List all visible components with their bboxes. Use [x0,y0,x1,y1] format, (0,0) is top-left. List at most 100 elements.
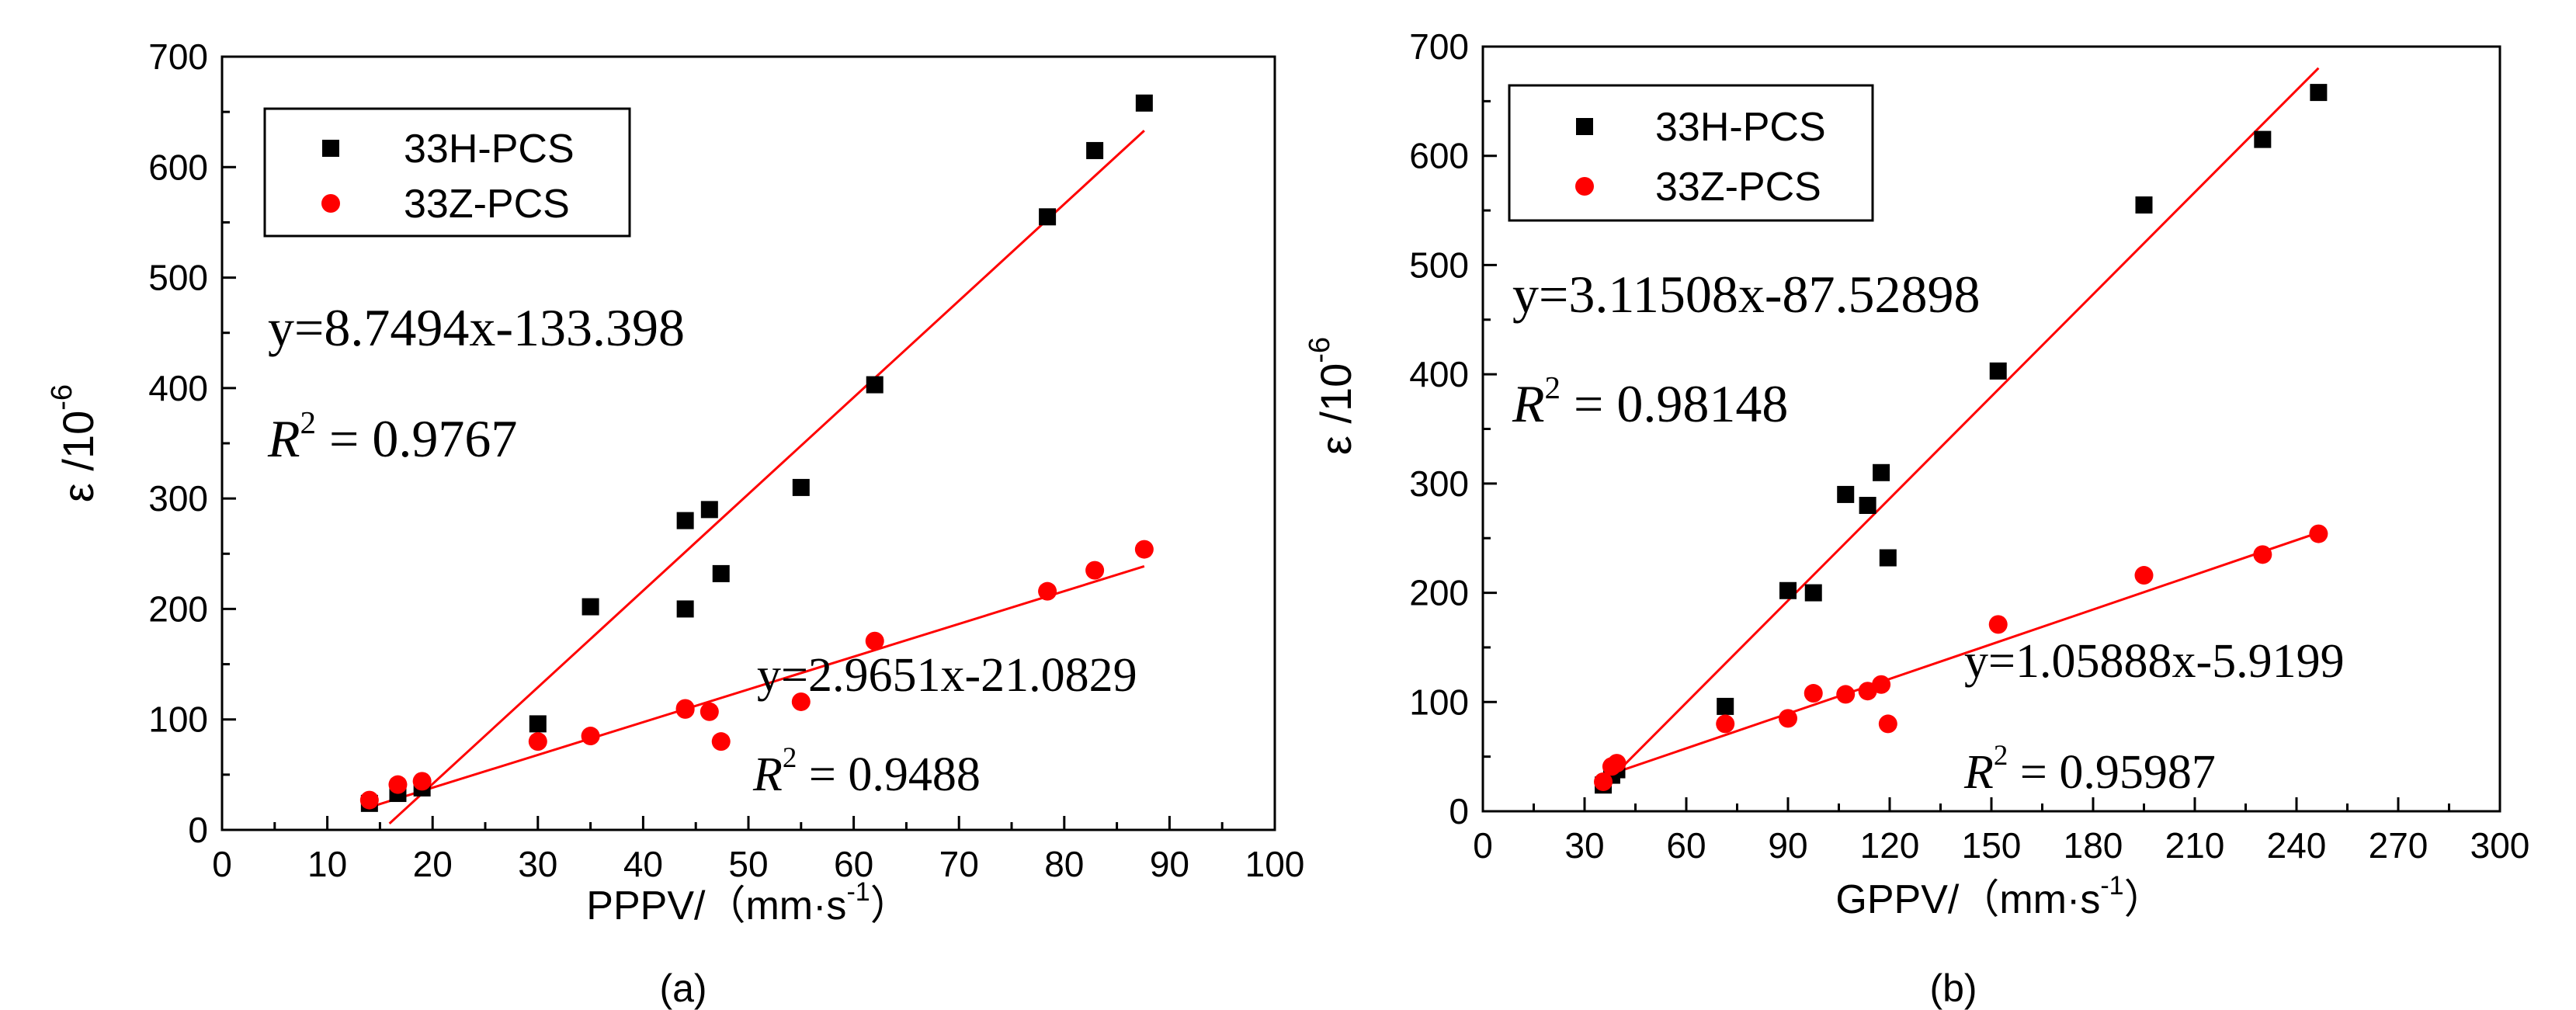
y-axis-title-superscript: -6 [1304,337,1336,363]
r-squared-z: R2 = 0.95987 [1963,740,2216,799]
data-point-33h-pcs-12 [1086,141,1104,159]
data-point-33h-pcs-6 [1837,485,1855,503]
chart-panel-1: 0 10 20 30 40 50 60 70 80 90 100 0 100 200 300 400 500 60… [46,36,1304,1010]
legend-label-33z-pcs: 33Z-PCS [1655,165,1821,210]
legend-marker-33h-pcs [322,140,339,157]
data-point-33h-pcs-12 [2254,130,2272,148]
data-point-33z-pcs-8 [1872,675,1891,694]
x-tick-label: 30 [1564,825,1604,866]
data-point-33z-pcs-12 [1085,561,1105,580]
r-squared-value: = 0.9767 [316,409,517,468]
data-point-33z-pcs-8 [711,732,731,751]
data-point-33h-pcs-13 [2310,84,2328,102]
x-axis-title-close: ） [870,883,911,928]
data-point-33h-pcs-11 [1039,208,1057,226]
data-point-33h-pcs-5 [1804,584,1822,602]
r-squared-h: R2 = 0.98148 [1512,370,1788,433]
x-tick-label: 80 [1044,844,1084,884]
r-squared-symbol: R [1963,746,1994,799]
data-point-33z-pcs-2 [412,772,432,791]
data-point-33h-pcs-6 [676,600,694,618]
x-tick-label: 60 [834,844,873,884]
data-point-33z-pcs-13 [2309,524,2328,543]
legend-box [1508,84,1874,222]
data-point-33z-pcs-6 [1836,685,1856,704]
y-axis-title-text: ε /10 [1311,363,1360,455]
y-tick-label: 400 [148,368,208,408]
data-point-33h-pcs-10 [866,376,884,394]
x-tick-label: 240 [2267,825,2327,866]
data-point-33h-pcs-13 [1135,94,1153,112]
x-tick-label: 150 [1962,825,2022,866]
data-point-33z-pcs-13 [1134,540,1154,559]
panel-caption: (b) [1929,967,1977,1010]
r-squared-h: R2 = 0.9767 [267,404,517,468]
data-point-33z-pcs-9 [791,692,811,711]
data-point-33z-pcs-1 [388,775,408,794]
y-axis-title-superscript: -6 [46,384,78,411]
x-axis-title-text: GPPV/（mm·s [1835,877,2100,922]
data-point-33h-pcs-4 [582,598,599,616]
fit-line-33h-pcs [388,130,1145,824]
x-axis-title: GPPV/（mm·s-1） [1835,871,2164,922]
y-tick-label: 200 [1409,573,1469,613]
fit-equation-h: y=3.11508x-87.52898 [1512,265,1980,324]
y-tick-label: 700 [148,36,208,77]
x-axis-title-superscript: -1 [846,877,870,907]
x-tick-label: 300 [2470,825,2530,866]
x-tick-label: 0 [1473,825,1493,866]
x-tick-label: 180 [2064,825,2123,866]
data-point-33z-pcs-9 [1878,714,1897,734]
data-point-33h-pcs-8 [712,564,730,582]
y-tick-label: 0 [188,810,208,850]
data-point-33z-pcs-10 [865,631,884,651]
y-axis-title-text: ε /10 [54,411,102,502]
y-tick-label: 300 [148,478,208,519]
data-point-33z-pcs-3 [528,732,547,751]
r-squared-symbol: R [1512,374,1545,433]
fit-line-33z-pcs [1602,531,2319,778]
chart-panel-2: 0 30 60 90 120 150 180 210 240 270 300 0 100 200 300 40… [1304,26,2529,1010]
legend-label-33h-pcs: 33H-PCS [1655,105,1826,150]
data-point-33h-pcs-4 [1779,581,1797,599]
x-tick-label: 0 [212,844,232,884]
legend-label-33h-pcs: 33H-PCS [404,127,575,172]
r-squared-symbol: R [752,748,783,801]
x-axis-title-text: PPPV/（mm·s [586,883,846,928]
data-point-33h-pcs-3 [1717,697,1734,715]
fit-line-33h-pcs [1602,67,2320,787]
y-tick-label: 600 [1409,136,1469,176]
data-point-33z-pcs-3 [1716,714,1735,734]
data-point-33h-pcs-7 [700,501,718,519]
x-axis-title: PPPV/（mm·s-1） [586,877,910,928]
data-point-33z-pcs-0 [359,790,379,810]
legend-marker-33z-pcs [1575,177,1594,196]
x-tick-label: 270 [2369,825,2428,866]
data-point-33z-pcs-6 [675,699,695,719]
data-point-33z-pcs-11 [1038,581,1057,601]
data-point-33h-pcs-5 [676,512,694,529]
r-squared-value: = 0.95987 [2008,746,2215,799]
data-point-33h-pcs-9 [792,478,810,496]
x-tick-label: 120 [1860,825,1920,866]
panel-caption: (a) [659,967,706,1010]
y-tick-label: 500 [148,258,208,298]
data-point-33z-pcs-2 [1607,754,1626,773]
fit-equation-z: y=2.9651x-21.0829 [757,649,1137,702]
x-tick-label: 90 [1150,844,1189,884]
fit-equation-h: y=8.7494x-133.398 [268,298,685,357]
y-tick-label: 400 [1409,354,1469,394]
data-point-33h-pcs-10 [1989,362,2007,380]
data-point-33h-pcs-9 [1879,549,1897,567]
x-tick-label: 40 [623,844,663,884]
data-point-33z-pcs-10 [1988,615,2008,634]
r-squared-value: = 0.9488 [797,748,980,801]
legend-label-33z-pcs: 33Z-PCS [404,182,570,227]
legend-box [263,107,631,238]
data-point-33z-pcs-7 [700,702,719,721]
r-squared-superscript: 2 [783,742,797,774]
r-squared-superscript: 2 [1994,740,2008,772]
data-point-33h-pcs-11 [2135,196,2153,214]
y-axis-title: ε /10-6 [1304,337,1360,455]
